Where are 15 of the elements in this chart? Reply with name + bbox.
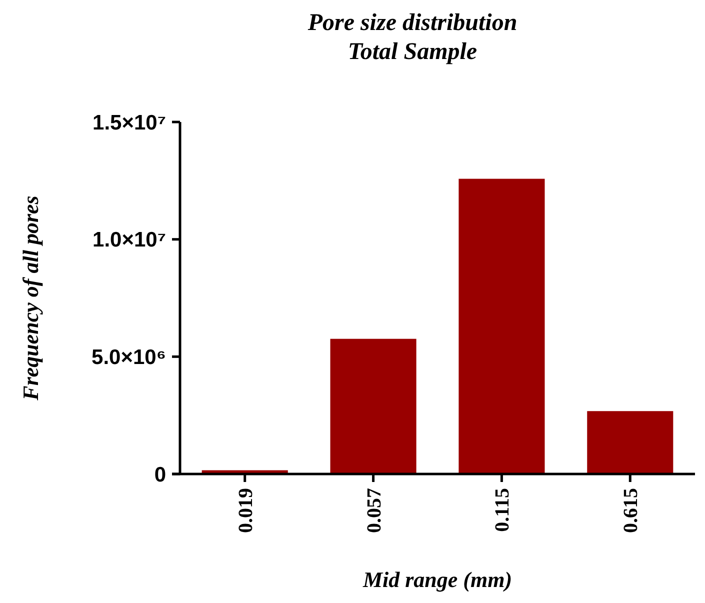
x-tick-label: 0.057	[363, 488, 386, 533]
x-axis-title: Mid range (mm)	[362, 567, 512, 592]
x-tick-label: 0.615	[620, 488, 642, 533]
y-tick-label: 0	[154, 463, 166, 486]
chart-title: Pore size distribution	[306, 10, 518, 36]
y-axis-title: Frequency of all pores	[18, 196, 43, 402]
x-tick-label: 0.115	[492, 488, 514, 532]
y-tick-label: 1.5×10⁷	[92, 111, 166, 134]
y-tick-label: 1.0×10⁷	[92, 228, 166, 252]
bar	[330, 338, 416, 474]
bar	[587, 411, 674, 474]
x-tick-label: 0.019	[234, 488, 257, 533]
bar	[458, 178, 545, 474]
y-tick-label: 5.0×10⁶	[92, 346, 166, 370]
chart-subtitle: Total Sample	[348, 39, 478, 65]
